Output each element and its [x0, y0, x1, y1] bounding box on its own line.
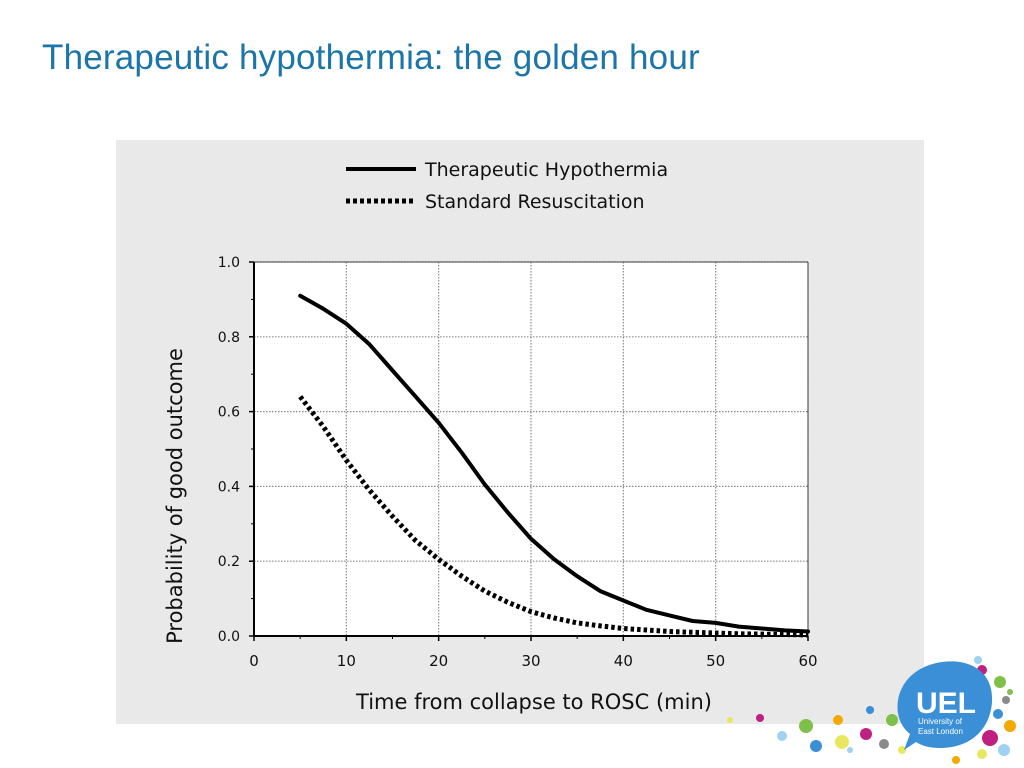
logo-text-main: UEL: [916, 687, 976, 720]
logo-text-line2: East London: [918, 727, 963, 736]
x-tick-label: 30: [521, 652, 540, 670]
logo-speech-bubble: [897, 661, 993, 750]
logo-dot: [847, 747, 853, 753]
logo-dot: [898, 746, 906, 754]
logo-dot: [1007, 689, 1013, 695]
uel-logo: UEL University of East London: [727, 656, 1016, 764]
y-tick-label: 0.8: [218, 330, 240, 346]
x-tick-label: 40: [614, 652, 633, 670]
x-tick-label: 60: [798, 652, 817, 670]
y-tick-label: 1.0: [218, 255, 240, 271]
y-tick-label: 0.2: [218, 554, 240, 570]
logo-dot: [860, 728, 872, 740]
x-tick-label: 10: [337, 652, 356, 670]
logo-text-line1: University of: [918, 717, 963, 726]
logo-dot: [993, 709, 1003, 719]
y-tick-label: 0.6: [218, 405, 240, 421]
logo-dot: [810, 740, 822, 752]
legend-label-therapeutic-hypothermia: Therapeutic Hypothermia: [424, 159, 668, 181]
logo-dot: [866, 706, 874, 714]
logo-dot: [886, 714, 898, 726]
logo-dot: [756, 714, 764, 722]
logo-dot: [835, 735, 849, 749]
slide-title: Therapeutic hypothermia: the golden hour: [42, 38, 700, 77]
x-axis-label: Time from collapse to ROSC (min): [355, 690, 712, 714]
chart-tick-labels: 0 10 20 30 40 50 60 0.0 0.2 0.4 0.6 0.8 1.0: [218, 255, 818, 670]
x-tick-label: 50: [706, 652, 725, 670]
legend-label-standard-resuscitation: Standard Resuscitation: [425, 191, 645, 213]
chart-axes: [249, 261, 809, 641]
logo-dot: [994, 676, 1006, 688]
logo-dot: [879, 739, 889, 749]
logo-dot: [982, 730, 998, 746]
logo-dot: [799, 719, 813, 733]
chart-panel: Therapeutic Hypothermia Standard Resusci…: [116, 140, 924, 724]
logo-dot: [974, 656, 982, 664]
logo-dot: [1002, 696, 1010, 704]
logo-dot: [727, 717, 733, 723]
chart-series: [298, 293, 810, 638]
logo-dot: [777, 731, 787, 741]
series-line-therapeutic-hypothermia: [298, 293, 810, 634]
logo-dot: [998, 744, 1010, 756]
series-line-standard-resuscitation: [298, 395, 809, 638]
logo-dot: [952, 756, 960, 764]
logo-dot: [833, 715, 843, 725]
y-axis-label: Probability of good outcome: [163, 348, 187, 644]
logo-dots: [727, 656, 1016, 764]
chart-svg: Therapeutic Hypothermia Standard Resusci…: [163, 159, 818, 714]
x-tick-label: 20: [429, 652, 448, 670]
logo-dot: [977, 749, 987, 759]
y-tick-label: 0.0: [218, 629, 240, 645]
y-tick-label: 0.4: [218, 479, 240, 495]
chart-legend: Therapeutic Hypothermia Standard Resusci…: [346, 159, 668, 213]
logo-dot: [1004, 720, 1016, 732]
x-tick-label: 0: [249, 652, 259, 670]
